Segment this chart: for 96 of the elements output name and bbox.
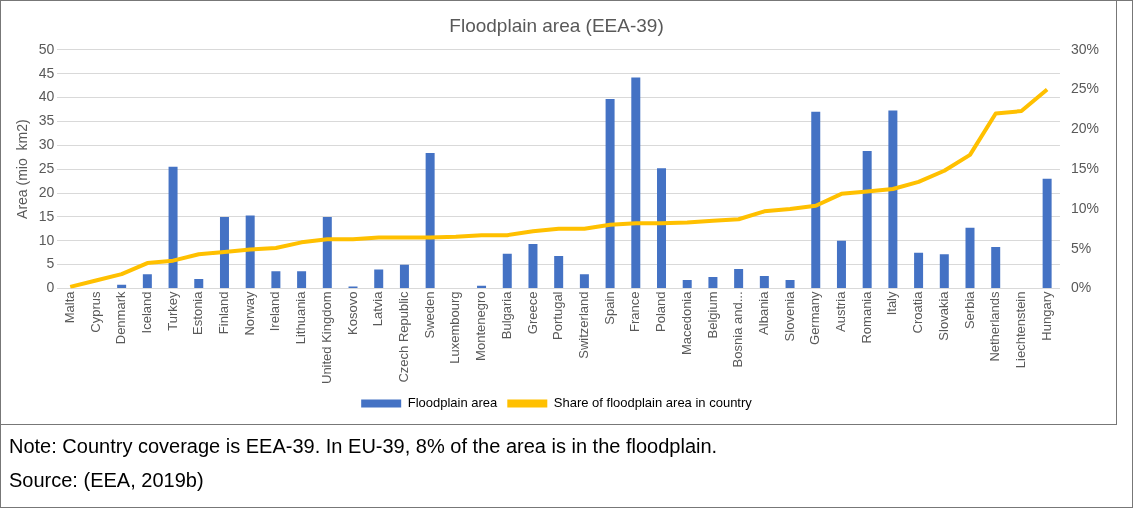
- bar: [219, 216, 229, 288]
- bar: [425, 152, 435, 288]
- bar: [708, 277, 718, 288]
- x-tick-label: Norway: [241, 291, 257, 336]
- x-tick-label: Czech Republic: [396, 291, 412, 383]
- x-tick-label: Lithuania: [293, 290, 309, 345]
- bar: [605, 98, 615, 288]
- x-tick-label: Kosovo: [344, 291, 360, 335]
- x-tick-label: Greece: [524, 291, 540, 335]
- bar: [631, 77, 641, 288]
- bar: [965, 227, 975, 288]
- bar: [811, 111, 821, 288]
- x-tick-label: Estonia: [190, 290, 206, 335]
- x-tick-label: Spain: [601, 291, 617, 325]
- bar: [374, 269, 384, 288]
- bar: [502, 253, 512, 288]
- y-tick-label: 15: [38, 207, 55, 224]
- x-tick-label: Hungary: [1038, 291, 1054, 341]
- y2-tick-label: 15%: [1070, 160, 1100, 177]
- x-tick-label: Denmark: [113, 291, 129, 345]
- bar: [322, 216, 332, 288]
- y2-tick-label: 0%: [1070, 279, 1092, 296]
- text: Note: Country coverage is EEA-39. In EU-39, 8% of the area is in the floodplain.: [9, 434, 718, 459]
- x-tick-label: Albania: [755, 290, 771, 335]
- bar: [1042, 178, 1052, 288]
- x-tick-label: Malta: [61, 290, 77, 324]
- bar: [759, 276, 769, 288]
- bar: [579, 274, 589, 288]
- x-tick-label: Poland: [653, 291, 669, 332]
- x-tick-label: Belgium: [704, 291, 720, 339]
- bar: [168, 166, 178, 288]
- x-tick-label: Ireland: [267, 291, 283, 332]
- y-tick-label: 50: [38, 40, 55, 57]
- bar: [245, 215, 255, 288]
- source-note: Source: (EEA, 2019b): [9, 468, 205, 493]
- x-tick-label: Germany: [807, 291, 823, 345]
- x-tick-label: Cyprus: [87, 291, 103, 333]
- y2-tick-label: 5%: [1070, 239, 1092, 256]
- y2-tick-label: 10%: [1070, 199, 1100, 216]
- x-tick-label: Liechtenstein: [1013, 291, 1028, 369]
- bar: [194, 278, 204, 288]
- y-tick-label: 45: [38, 64, 55, 81]
- x-tick-label: Bosnia and...: [730, 291, 746, 368]
- x-tick-label: France: [627, 291, 643, 332]
- bar: [117, 284, 127, 288]
- bar: [271, 271, 281, 288]
- bar: [939, 254, 949, 288]
- x-tick-label: Portugal: [550, 291, 566, 340]
- y2-tick-label: 25%: [1070, 80, 1100, 97]
- bar: [785, 279, 795, 288]
- y-tick-label: 5: [46, 255, 55, 272]
- x-tick-label: Romania: [858, 290, 874, 344]
- y-tick-label: 40: [38, 88, 55, 105]
- x-tick-label: Slovakia: [935, 290, 951, 341]
- y-tick-label: 30: [38, 136, 55, 153]
- x-tick-label: United Kingdom: [318, 291, 334, 384]
- x-tick-label: Sweden: [421, 291, 437, 339]
- chart-title: Floodplain area (EEA-39): [449, 14, 664, 36]
- bar: [297, 271, 307, 288]
- y-tick-label: 0: [46, 279, 55, 296]
- x-tick-label: Slovenia: [781, 290, 797, 342]
- bar: [657, 168, 667, 288]
- x-tick-label: Luxembourg: [447, 291, 463, 364]
- bar: [991, 246, 1001, 288]
- bar: [836, 240, 846, 288]
- x-tick-label: Netherlands: [987, 291, 1003, 362]
- y-tick-label: 10: [38, 231, 55, 248]
- bar: [528, 244, 538, 288]
- bar: [682, 279, 692, 288]
- y-tick-label: 25: [38, 160, 55, 177]
- bar: [888, 110, 898, 288]
- x-tick-label: Finland: [216, 291, 232, 335]
- legend-label: Floodplain area: [407, 395, 499, 411]
- x-tick-label: Iceland: [138, 291, 154, 334]
- x-tick-label: Serbia: [961, 290, 977, 330]
- y-tick-label: 20: [38, 183, 55, 200]
- x-tick-label: Bulgaria: [498, 290, 514, 340]
- x-tick-label: Turkey: [164, 291, 180, 331]
- y-axis-title: Area (mio km2): [14, 119, 31, 219]
- x-tick-label: Montenegro: [473, 291, 489, 361]
- x-tick-label: Macedonia: [678, 290, 694, 356]
- x-tick-label: Latvia: [370, 290, 386, 327]
- y2-tick-label: 30%: [1070, 40, 1100, 57]
- y2-tick-label: 20%: [1070, 120, 1100, 137]
- bar: [734, 268, 744, 288]
- bar: [554, 256, 564, 288]
- x-tick-label: Switzerland: [575, 291, 591, 359]
- y-tick-label: 35: [38, 112, 55, 129]
- bar: [862, 151, 872, 288]
- legend-label: Share of floodplain area in country: [553, 395, 753, 411]
- bar: [399, 264, 409, 288]
- x-tick-label: Croatia: [910, 290, 926, 334]
- x-tick-label: Austria: [833, 290, 849, 332]
- x-tick-label: Italy: [884, 291, 900, 316]
- bar: [142, 274, 152, 288]
- bar: [914, 252, 924, 288]
